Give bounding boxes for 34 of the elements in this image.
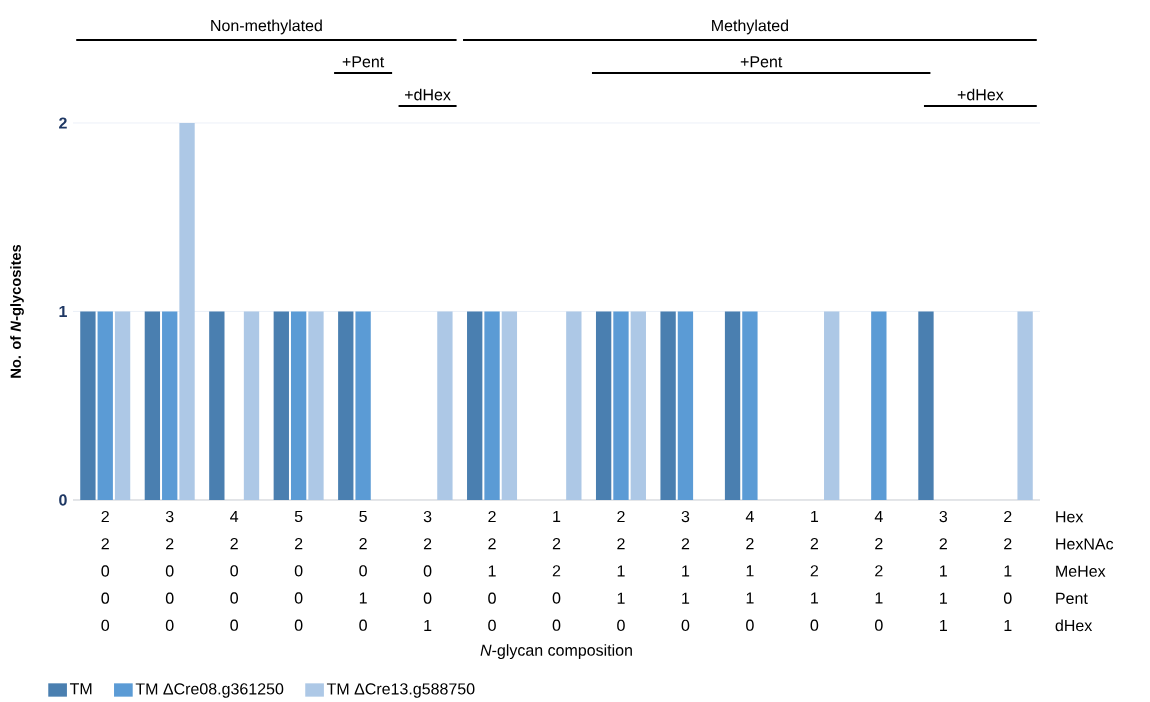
text: Pent — [1056, 592, 1088, 604]
text: +Pent — [740, 56, 783, 68]
x-tick-label: 5 2 0 1 0 — [359, 510, 367, 631]
text: +dHex — [957, 88, 1004, 101]
text: N-glycan composition — [480, 644, 632, 660]
x-tick-label: 5 2 0 0 0 — [294, 510, 303, 631]
text: +Pent — [342, 56, 385, 68]
text: Methylated — [712, 19, 788, 35]
legend-label: TM ΔCre08.g361250 — [135, 683, 284, 698]
x-tick-label: 3 2 1 1 0 — [681, 510, 690, 632]
y-tick-label: 1 — [59, 305, 67, 317]
x-tick-label: 2 2 1 0 0 — [488, 510, 496, 632]
text: Non-methylated — [211, 19, 322, 35]
x-tick-label: 3 2 1 1 1 — [939, 510, 948, 631]
x-tick-label: 1 2 2 0 0 — [552, 510, 561, 631]
text: MeHex — [1056, 565, 1106, 577]
x-tick-label: 3 2 0 0 1 — [423, 510, 432, 631]
y-axis-title: No. of N-glycosites — [10, 244, 24, 378]
x-tick-label: 3 2 0 0 0 — [165, 510, 174, 632]
y-tick-label: 2 — [59, 117, 67, 129]
x-tick-label: 4 2 0 0 0 — [230, 510, 239, 631]
text: dHex — [1055, 619, 1093, 632]
text: Hex — [1056, 511, 1084, 523]
x-tick-label: 2 2 0 0 0 — [101, 510, 110, 632]
x-tick-label: 2 2 1 0 1 — [1003, 510, 1012, 631]
x-tick-label: 1 2 2 1 0 — [810, 510, 819, 631]
text: +dHex — [405, 88, 451, 101]
x-tick-label: 2 2 1 1 0 — [617, 510, 625, 632]
legend-label: TM ΔCre13.g588750 — [326, 683, 475, 698]
legend-label: TM — [69, 683, 92, 695]
y-tick-label: 0 — [59, 494, 67, 506]
x-tick-label: 4 2 1 1 0 — [745, 510, 754, 631]
text: HexNAc — [1056, 538, 1114, 550]
x-tick-label: 4 2 2 1 0 — [874, 510, 883, 631]
